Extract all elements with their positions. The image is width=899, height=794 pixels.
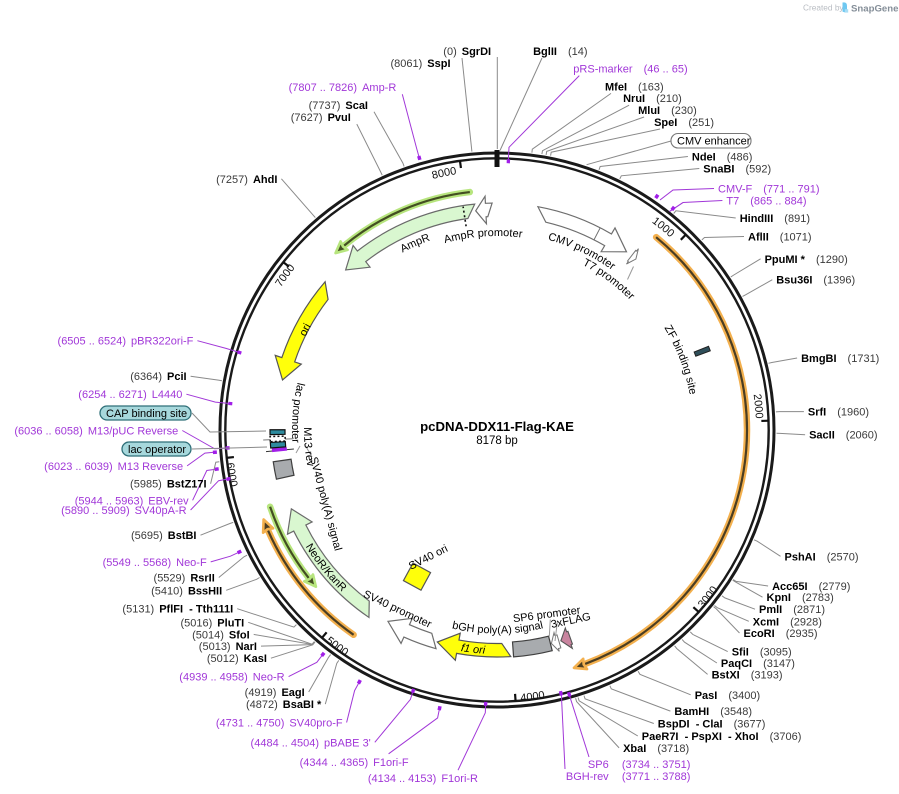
svg-text:XcmI(2928): XcmI (2928)	[753, 616, 822, 628]
svg-text:CMV-F(771 .. 791): CMV-F (771 .. 791)	[718, 184, 820, 196]
svg-text:NdeI(486): NdeI (486)	[692, 152, 753, 164]
svg-text:M13 rev: M13 rev	[301, 427, 317, 468]
svg-text:(6364)PciI: (6364) PciI	[130, 371, 186, 383]
svg-text:BmgBI(1731): BmgBI (1731)	[801, 353, 879, 365]
svg-text:(6023 .. 6039)M13 Reverse: (6023 .. 6039) M13 Reverse	[44, 461, 183, 473]
svg-text:PasI(3400): PasI (3400)	[695, 690, 760, 702]
svg-text:8000: 8000	[431, 165, 458, 182]
svg-text:(4134 .. 4153)F1ori-R: (4134 .. 4153) F1ori-R	[368, 773, 478, 785]
svg-text:AflII(1071): AflII (1071)	[748, 232, 812, 244]
svg-text:BstXI(3193): BstXI (3193)	[712, 669, 783, 681]
svg-text:BamHI(3548): BamHI (3548)	[674, 706, 752, 718]
svg-text:PmlI(2871): PmlI (2871)	[759, 604, 825, 616]
svg-text:NruI(210): NruI (210)	[623, 93, 682, 105]
svg-text:SacII(2060): SacII (2060)	[809, 430, 877, 442]
svg-text:BglII(14): BglII (14)	[533, 46, 587, 58]
svg-text:Created by: Created by	[803, 3, 844, 13]
svg-text:8178 bp: 8178 bp	[476, 435, 518, 447]
svg-text:(4344 .. 4365)F1ori-F: (4344 .. 4365) F1ori-F	[300, 757, 409, 769]
svg-text:PaqCI(3147): PaqCI (3147)	[721, 658, 795, 670]
svg-text:(5890 .. 5909)SV40pA-R: (5890 .. 5909) SV40pA-R	[61, 505, 187, 517]
svg-text:HindIII(891): HindIII (891)	[740, 213, 810, 225]
svg-text:(5944 .. 5963)EBV-rev: (5944 .. 5963) EBV-rev	[75, 495, 189, 507]
svg-text:pRS-marker(46 .. 65): pRS-marker (46 .. 65)	[573, 64, 687, 76]
svg-text:pcDNA-DDX11-Flag-KAE: pcDNA-DDX11-Flag-KAE	[420, 419, 574, 434]
svg-text:(5012)KasI: (5012) KasI	[207, 653, 267, 665]
svg-text:(3771 .. 3788): (3771 .. 3788)	[622, 771, 691, 783]
svg-text:SnapGene: SnapGene	[851, 4, 898, 15]
svg-text:SP6: SP6	[588, 759, 609, 771]
svg-text:PaeR7I - PspXI - XhoI(3706): PaeR7I - PspXI - XhoI (3706)	[642, 731, 802, 743]
svg-text:(5131)PflFI - Tth111I: (5131) PflFI - Tth111I	[122, 604, 233, 616]
svg-text:6000: 6000	[224, 462, 240, 488]
svg-text:SpeI(251): SpeI (251)	[654, 117, 714, 129]
svg-text:EcoRI(2935): EcoRI (2935)	[744, 628, 818, 640]
svg-text:(7627)PvuI: (7627) PvuI	[291, 112, 351, 124]
svg-text:SrfI(1960): SrfI (1960)	[808, 407, 869, 419]
svg-text:KpnI(2783): KpnI (2783)	[767, 592, 834, 604]
svg-text:ori: ori	[297, 322, 313, 339]
svg-text:lac operator: lac operator	[128, 444, 186, 456]
svg-text:f1 ori: f1 ori	[460, 642, 486, 657]
svg-text:CMV enhancer: CMV enhancer	[677, 136, 751, 148]
svg-text:(7737)ScaI: (7737) ScaI	[309, 100, 368, 112]
svg-text:(4484 .. 4504)pBABE 3': (4484 .. 4504) pBABE 3'	[251, 737, 371, 749]
svg-text:(5549 .. 5568)Neo-F: (5549 .. 5568) Neo-F	[103, 557, 207, 569]
svg-text:XbaI(3718): XbaI (3718)	[623, 743, 689, 755]
svg-text:CAP binding site: CAP binding site	[106, 408, 187, 420]
svg-text:(6505 .. 6524)pBR322ori-F: (6505 .. 6524) pBR322ori-F	[58, 336, 194, 348]
svg-text:MfeI(163): MfeI (163)	[605, 81, 664, 93]
svg-text:(4939 .. 4958)Neo-R: (4939 .. 4958) Neo-R	[179, 672, 284, 684]
svg-text:SfiI(3095): SfiI (3095)	[732, 647, 792, 659]
svg-text:Bsu36I(1396): Bsu36I (1396)	[776, 275, 855, 287]
svg-text:(6036 .. 6058)M13/pUC Reverse: (6036 .. 6058) M13/pUC Reverse	[14, 426, 178, 438]
svg-text:(5410)BssHII: (5410) BssHII	[151, 585, 222, 597]
svg-text:BspDI - ClaI(3677): BspDI - ClaI (3677)	[658, 719, 766, 731]
svg-text:T7(865 .. 884): T7 (865 .. 884)	[726, 196, 806, 208]
svg-text:(5016)PluTI: (5016) PluTI	[181, 617, 245, 629]
svg-text:(7807 .. 7826)Amp-R: (7807 .. 7826) Amp-R	[289, 82, 397, 94]
svg-text:(5985)BstZ17I: (5985) BstZ17I	[130, 479, 207, 491]
svg-text:Acc65I(2779): Acc65I (2779)	[772, 581, 850, 593]
svg-text:(5695)BstBI: (5695) BstBI	[131, 530, 197, 542]
svg-text:PshAI(2570): PshAI (2570)	[785, 551, 859, 563]
svg-text:2000: 2000	[751, 393, 765, 419]
svg-text:(4731 .. 4750)SV40pro-F: (4731 .. 4750) SV40pro-F	[216, 718, 343, 730]
svg-text:(4872)BsaBI *: (4872) BsaBI *	[246, 699, 322, 711]
svg-text:(7257)AhdI: (7257) AhdI	[216, 174, 277, 186]
svg-text:PpuMI *(1290): PpuMI * (1290)	[765, 254, 848, 266]
svg-text:MluI(230): MluI (230)	[638, 105, 697, 117]
svg-text:(6254 .. 6271)L4440: (6254 .. 6271) L4440	[78, 389, 182, 401]
svg-text:(5013)NarI: (5013) NarI	[199, 641, 257, 653]
svg-text:(8061)SspI: (8061) SspI	[390, 58, 450, 70]
svg-text:BGH-rev: BGH-rev	[566, 771, 609, 783]
svg-text:(3734 .. 3751): (3734 .. 3751)	[622, 759, 691, 771]
svg-text:bGH poly(A) signal: bGH poly(A) signal	[451, 619, 544, 636]
svg-text:(4919)EagI: (4919) EagI	[245, 687, 305, 699]
svg-text:(5014)SfoI: (5014) SfoI	[192, 629, 250, 641]
svg-text:SnaBI(592): SnaBI (592)	[703, 164, 771, 176]
svg-text:4000: 4000	[520, 689, 546, 704]
svg-text:(5529)RsrII: (5529) RsrII	[154, 573, 215, 585]
svg-text:(0)SgrDI: (0) SgrDI	[443, 46, 491, 58]
